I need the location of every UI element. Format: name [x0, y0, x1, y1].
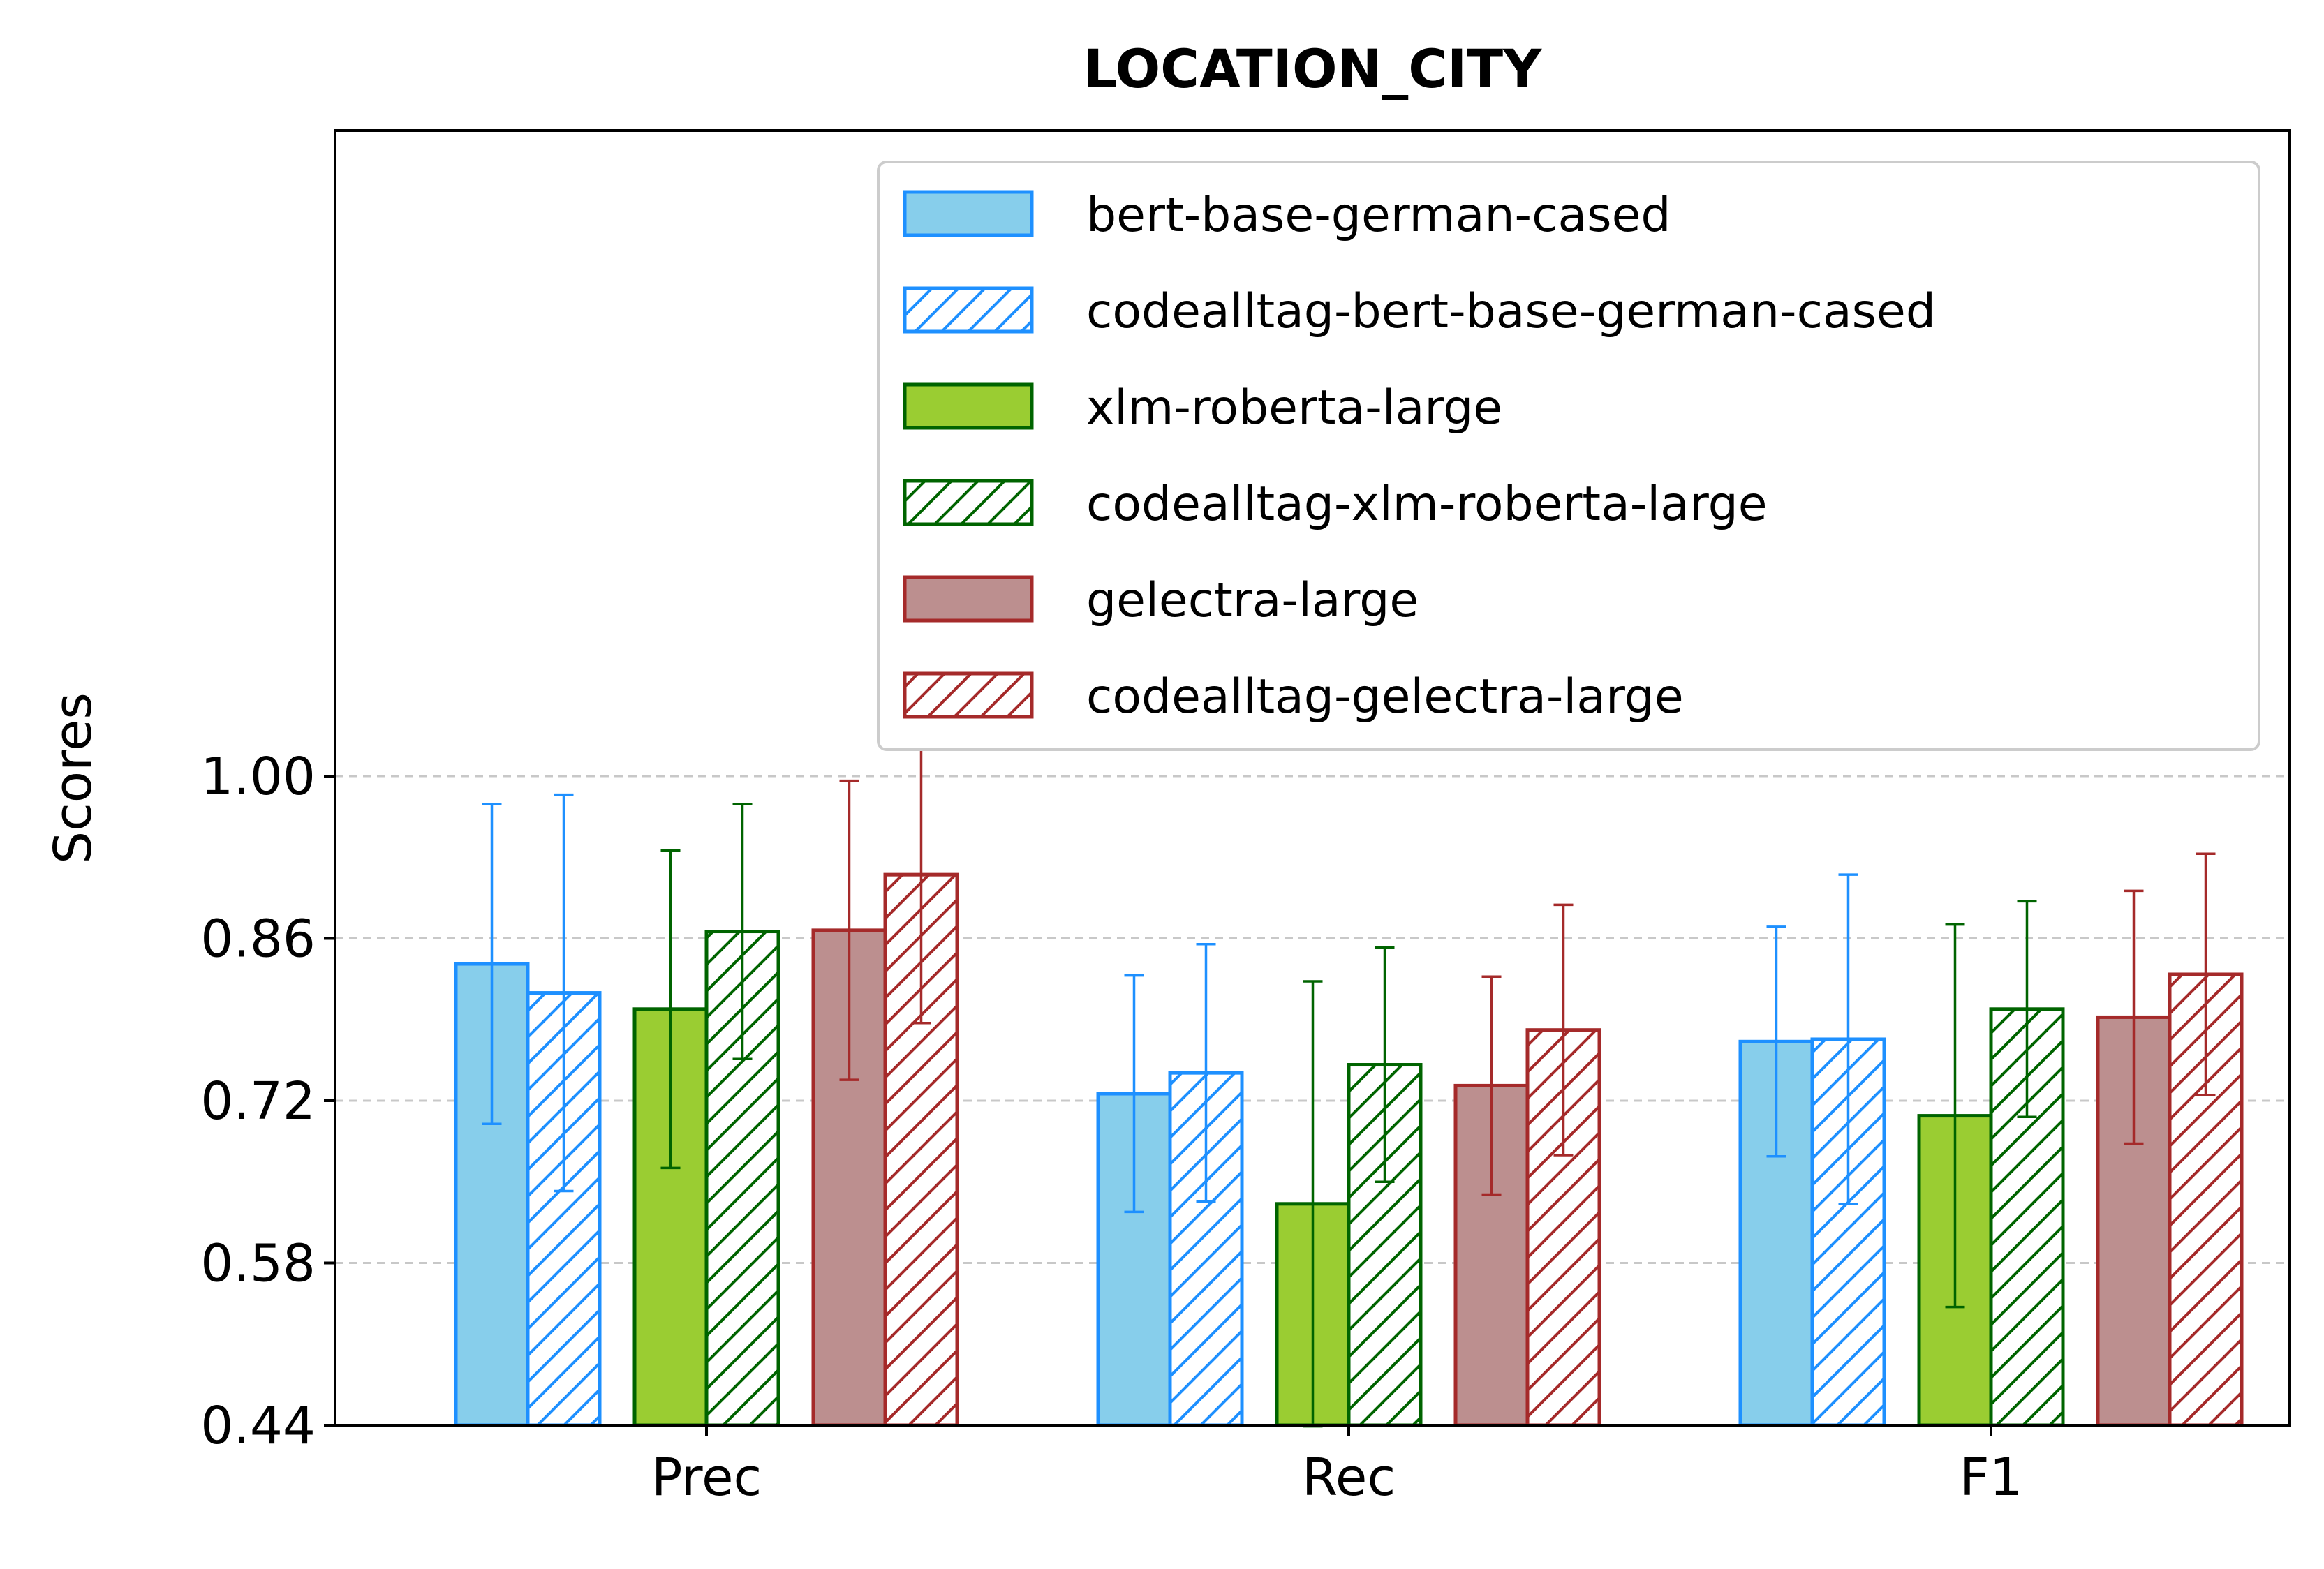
legend-label: bert-base-german-cased [1086, 188, 1671, 243]
y-tick-label: 0.44 [200, 1396, 316, 1456]
legend: bert-base-german-cased codealltag-bert-ba… [877, 161, 2260, 751]
legend-frame [877, 161, 2260, 751]
legend-swatch [903, 286, 1034, 334]
plot-frame [334, 129, 2291, 1427]
x-tick-label: Rec [1302, 1448, 1396, 1508]
y-tick-label: 0.58 [200, 1234, 316, 1294]
y-axis: 0.44 0.58 0.72 0.86 1.00 [200, 747, 335, 1456]
legend-label: codealltag-bert-base-german-cased [1086, 284, 1936, 339]
x-tick-label: F1 [1960, 1448, 2022, 1508]
legend-label: xlm-roberta-large [1086, 380, 1502, 436]
legend-swatch [903, 575, 1034, 623]
bars [454, 872, 2244, 1427]
x-tick-label: Prec [651, 1448, 762, 1508]
y-tick-label: 0.86 [200, 909, 316, 969]
y-tick-label: 0.72 [200, 1071, 316, 1131]
y-axis-label: Scores [43, 692, 103, 864]
chart-title: LOCATION_CITY [1083, 38, 1542, 100]
legend-swatch [903, 479, 1034, 526]
legend-label: codealltag-gelectra-large [1086, 669, 1684, 724]
legend-swatch [903, 382, 1034, 430]
x-axis: Prec Rec F1 [651, 1425, 2022, 1508]
legend-label: gelectra-large [1086, 573, 1419, 628]
legend-swatch [903, 190, 1034, 237]
error-bars [482, 724, 2216, 1428]
y-tick-label: 1.00 [200, 747, 316, 807]
legend-swatch [903, 671, 1034, 719]
legend-label: codealltag-xlm-roberta-large [1086, 477, 1768, 532]
